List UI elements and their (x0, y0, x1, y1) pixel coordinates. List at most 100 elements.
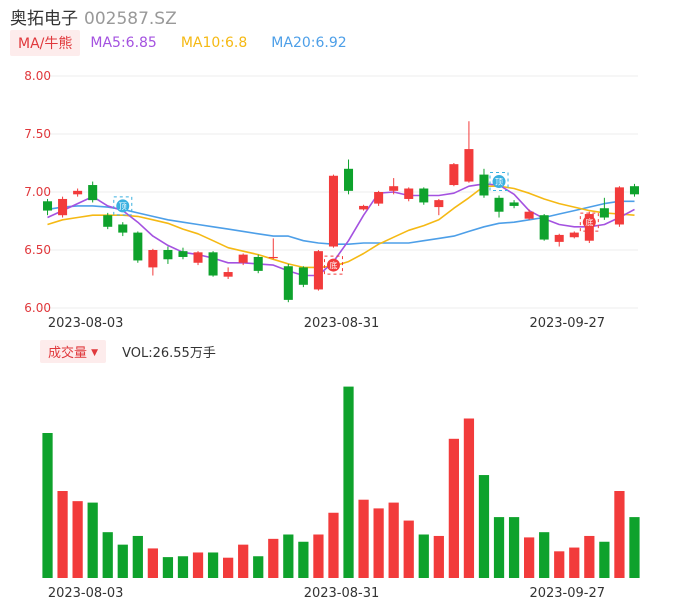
candle-body (464, 149, 474, 182)
volume-bar (238, 544, 249, 578)
volume-x-tick-label: 2023-08-03 (48, 586, 124, 601)
candle (524, 209, 534, 220)
price-grid (40, 75, 638, 309)
volume-bar (42, 433, 53, 578)
candle (599, 197, 609, 220)
stock-name: 奥拓电子 (10, 9, 78, 29)
candle-body (193, 252, 203, 263)
volume-bar (102, 532, 113, 578)
candle (389, 178, 399, 195)
candle-body (43, 201, 53, 211)
candle (404, 187, 414, 202)
stock-title: 奥拓电子 002587.SZ (10, 4, 177, 29)
volume-bar (508, 517, 520, 578)
volume-bar (313, 534, 324, 578)
volume-bar (463, 418, 475, 578)
volume-bar (554, 551, 565, 578)
volume-bar (388, 502, 399, 578)
candle (58, 196, 68, 218)
candle-body (103, 215, 113, 227)
candle-body (539, 215, 549, 240)
candle (449, 163, 459, 187)
volume-indicator-label: 成交量 (48, 345, 88, 361)
candle-body (434, 200, 444, 208)
volume-bar (253, 556, 264, 578)
candle-body (58, 198, 68, 216)
candle (268, 238, 278, 260)
candle-body (569, 232, 579, 238)
volume-bar (569, 547, 580, 578)
signal-badge: 底 (323, 255, 343, 275)
candle (193, 251, 203, 266)
volume-bar (629, 517, 640, 578)
volume-bar (539, 532, 550, 578)
candle-body (344, 168, 354, 191)
candle (283, 263, 293, 303)
signal-badge-dot (326, 258, 340, 272)
candle (118, 222, 128, 237)
candle-body (313, 251, 323, 290)
candle-body (223, 272, 233, 277)
candle (419, 187, 429, 205)
signal-badge-dot (116, 199, 130, 213)
candle (73, 188, 83, 197)
candle (374, 190, 384, 206)
signal-badge-text: 顶 (119, 202, 127, 211)
candle (569, 231, 579, 239)
candle (238, 253, 248, 266)
candle-body (614, 187, 624, 225)
candle-body (163, 250, 173, 260)
volume-bar (584, 535, 595, 578)
candle-body (73, 190, 83, 195)
candle (163, 246, 173, 264)
candle-body (88, 185, 98, 201)
signal-badge-frame (323, 255, 343, 275)
candle-body (268, 256, 278, 259)
candle (148, 248, 158, 276)
signal-badge-frame (489, 172, 509, 192)
signal-badge: 顶 (489, 172, 509, 192)
candle-body (133, 232, 143, 261)
volume-bar (418, 534, 429, 578)
candle (223, 267, 233, 279)
ma10-label: MA10:6.8 (180, 35, 248, 51)
signal-badges: 顶底 顶底 (113, 172, 599, 275)
candle (539, 214, 549, 241)
volume-indicator-selector[interactable]: 成交量 ▼ (40, 339, 107, 363)
moving-average-lines (47, 183, 635, 277)
volume-bar (448, 438, 459, 578)
volume-bar (493, 517, 505, 578)
volume-bar (343, 386, 354, 578)
volume-bar (207, 552, 219, 578)
signal-badge-text: 底 (585, 217, 593, 227)
volume-bar (298, 541, 309, 578)
candle-body (554, 234, 564, 242)
volume-bar (358, 499, 369, 578)
signal-badge-frame (579, 212, 599, 232)
candle (614, 186, 624, 227)
candle-body (118, 224, 128, 233)
volume-bar (177, 556, 189, 578)
candle (434, 198, 444, 216)
volume-bar (162, 557, 174, 578)
volume-bar (524, 537, 535, 578)
signal-badge: 顶 (113, 196, 133, 216)
volume-bar (373, 508, 384, 578)
volume-bar (268, 538, 279, 578)
volume-bar (87, 502, 98, 578)
candle-body (524, 211, 534, 219)
ma-indicator-selector[interactable]: MA/牛熊 (10, 30, 81, 56)
candle (208, 251, 218, 277)
candle (328, 174, 338, 248)
candle (554, 233, 564, 247)
candle (344, 159, 354, 195)
candle-body (494, 197, 504, 212)
signal-badge-text: 顶 (495, 178, 503, 187)
candle (494, 195, 504, 218)
signal-badge-dot (582, 215, 596, 229)
volume-x-tick-label: 2023-08-31 (304, 586, 380, 601)
signal-badge-text: 底 (329, 260, 337, 270)
ma5-label: MA5:6.85 (90, 35, 157, 51)
candle-body (148, 250, 158, 268)
